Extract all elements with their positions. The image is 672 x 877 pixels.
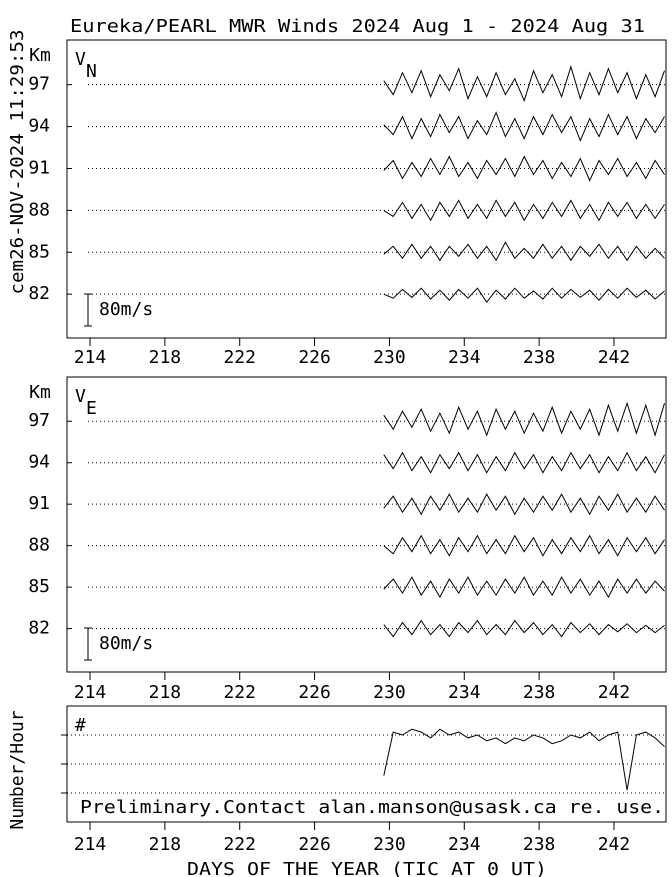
y-tick-label: 82: [28, 618, 50, 639]
chart-title: Eureka/PEARL MWR Winds 2024 Aug 1 - 2024…: [70, 16, 645, 37]
annotation: Preliminary.Contact alan.manson@usask.ca…: [80, 797, 664, 818]
timestamp: cem26-NOV-2024 11:29:53: [7, 30, 28, 295]
x-tick-label: 214: [74, 682, 107, 703]
data-line: [383, 728, 665, 791]
data-line: [383, 199, 665, 222]
y-tick-label: 85: [28, 241, 50, 262]
data-line: [383, 111, 665, 142]
y-tick-label: 91: [28, 493, 50, 514]
x-tick-label: 214: [74, 834, 107, 855]
x-tick-label: 234: [448, 834, 481, 855]
x-tick-label: 242: [598, 834, 631, 855]
data-line: [383, 493, 665, 516]
y-tick-label: 91: [28, 157, 50, 178]
plot-frame: [66, 376, 667, 673]
x-tick-label: 222: [223, 347, 256, 368]
data-line: [383, 451, 665, 474]
x-tick-label: 238: [523, 347, 556, 368]
data-line: [383, 241, 665, 262]
data-line: [383, 576, 665, 599]
panel-label-sub: N: [86, 61, 97, 82]
data-line: [383, 619, 665, 638]
plot-frame: [66, 39, 667, 339]
x-tick-label: 218: [149, 682, 182, 703]
panel-label-sub: E: [86, 398, 97, 419]
x-tick-label: 238: [523, 682, 556, 703]
x-tick-label: 242: [598, 347, 631, 368]
x-tick-label: 242: [598, 682, 631, 703]
y-tick-label: 82: [28, 283, 50, 304]
x-tick-label: 226: [298, 347, 331, 368]
x-tick-label: 222: [223, 834, 256, 855]
data-line: [383, 534, 665, 557]
y-tick-label: 88: [28, 199, 50, 220]
y-tick-label: 97: [28, 74, 50, 95]
data-line: [383, 401, 665, 437]
y-axis-label: Number/Hour: [7, 710, 28, 829]
x-tick-label: 230: [373, 682, 406, 703]
y-tick-label: 97: [28, 410, 50, 431]
x-tick-label: 230: [373, 347, 406, 368]
data-line: [383, 287, 665, 304]
x-tick-label: 222: [223, 682, 256, 703]
scale-bar-label: 80m/s: [99, 299, 153, 320]
x-tick-label: 230: [373, 834, 406, 855]
panel-label: V: [75, 386, 86, 407]
x-tick-label: 226: [298, 682, 331, 703]
panel-label: V: [75, 49, 86, 70]
x-tick-label: 218: [149, 347, 182, 368]
y-tick-label: 88: [28, 535, 50, 556]
x-tick-label: 234: [448, 347, 481, 368]
y-axis-label: Km: [29, 382, 51, 403]
y-tick-label: 85: [28, 576, 50, 597]
x-axis-label: DAYS OF THE YEAR (TIC AT 0 UT): [187, 859, 547, 877]
x-tick-label: 226: [298, 834, 331, 855]
x-tick-label: 234: [448, 682, 481, 703]
y-axis-label: Km: [29, 45, 51, 66]
x-tick-label: 214: [74, 347, 107, 368]
scale-bar-label: 80m/s: [99, 633, 153, 654]
x-tick-label: 238: [523, 834, 556, 855]
data-line: [383, 64, 665, 103]
panel-label: #: [75, 715, 86, 736]
y-tick-label: 94: [28, 116, 50, 137]
y-tick-label: 94: [28, 452, 50, 473]
data-line: [383, 155, 665, 182]
x-tick-label: 218: [149, 834, 182, 855]
